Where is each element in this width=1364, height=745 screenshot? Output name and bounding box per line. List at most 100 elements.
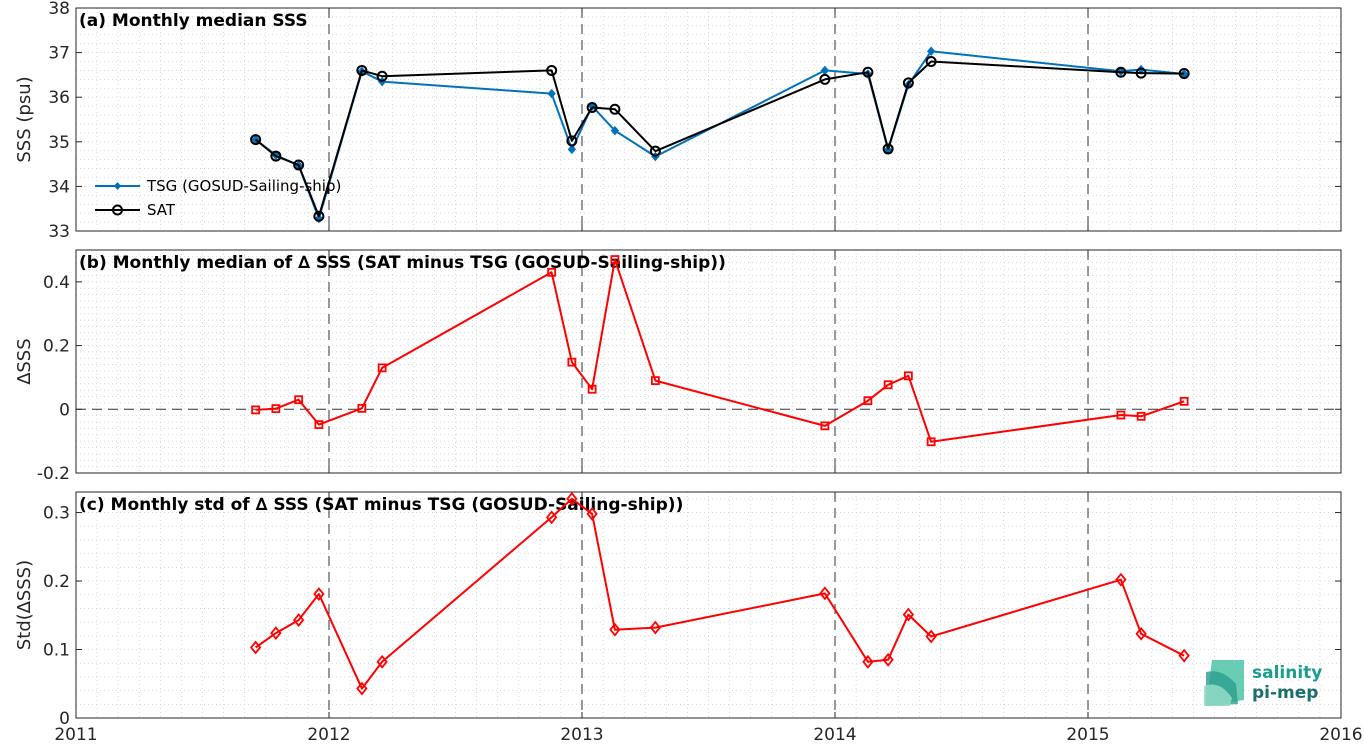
data-point <box>567 357 577 367</box>
axes-box <box>75 491 1342 719</box>
data-point <box>819 73 831 85</box>
data-point <box>1115 66 1127 78</box>
series-line <box>249 491 1190 696</box>
y-tick-label: 0.1 <box>43 641 70 661</box>
y-tick-label: 35 <box>48 133 70 153</box>
series-line <box>255 497 1185 690</box>
x-tick-label: 2014 <box>813 725 856 745</box>
data-point <box>820 65 830 76</box>
data-point <box>650 376 660 386</box>
y-tick-label: 0 <box>59 400 70 420</box>
data-point <box>377 363 387 373</box>
data-point <box>1178 68 1190 80</box>
axes-box <box>75 7 1342 232</box>
panel-title: (a) Monthly median SSS <box>79 11 308 31</box>
y-tick-label: 34 <box>48 177 70 197</box>
data-point <box>882 652 894 667</box>
x-tick-label: 2016 <box>1319 725 1362 745</box>
y-tick-label: -0.2 <box>37 464 70 484</box>
data-point <box>902 607 915 622</box>
data-point <box>862 654 874 669</box>
data-point <box>1179 396 1189 406</box>
y-axis-label: SSS (psu) <box>14 76 35 162</box>
y-axis-label: Std(∆SSS) <box>14 560 35 650</box>
data-point <box>610 255 620 264</box>
data-point <box>587 384 597 394</box>
legend-label: SAT <box>147 201 176 219</box>
data-point <box>566 491 578 506</box>
data-point <box>270 626 282 641</box>
salinity-pi-mep-logo: salinity pi-mep <box>1204 660 1322 706</box>
legend: TSG (GOSUD-Sailing-ship) SAT <box>95 177 341 219</box>
data-point <box>926 437 936 447</box>
data-point <box>586 506 598 521</box>
data-point <box>356 681 368 696</box>
data-point <box>314 420 324 429</box>
data-point <box>586 101 598 113</box>
data-point <box>251 405 261 415</box>
data-point <box>356 64 368 76</box>
logo-wave-icon <box>1204 660 1244 706</box>
x-tick-label: 2015 <box>1066 725 1109 745</box>
data-point <box>567 144 577 155</box>
legend-label: TSG (GOSUD-Sailing-ship) <box>146 177 341 195</box>
y-tick-label: 38 <box>48 0 70 19</box>
legend-marker <box>112 204 123 216</box>
data-point <box>270 150 282 162</box>
data-point <box>862 66 874 78</box>
y-tick-label: 0.2 <box>43 337 70 357</box>
logo-line2: pi-mep <box>1252 683 1318 703</box>
panel-a: 33 34 35 36 37 38 SSS (psu) (a) Monthly median … <box>14 0 1342 242</box>
data-point <box>609 622 621 637</box>
series-line <box>251 255 1189 447</box>
logo-line1: salinity <box>1252 663 1322 683</box>
data-point <box>547 267 557 277</box>
data-point <box>545 510 558 525</box>
x-tick-label: 2013 <box>560 725 603 745</box>
data-point <box>926 46 936 57</box>
y-tick-label: 33 <box>48 222 70 242</box>
data-point <box>863 396 873 406</box>
data-point <box>649 145 661 157</box>
data-point <box>566 135 578 147</box>
legend-marker <box>114 182 121 190</box>
data-point <box>357 403 367 413</box>
data-point <box>1136 411 1146 421</box>
data-point <box>609 103 621 115</box>
panel-c: 0 0.1 0.2 0.3 2011 2012 2013 2014 2015 2016 Std(∆S… <box>14 491 1363 745</box>
data-point <box>610 125 620 136</box>
series-line <box>254 60 1185 218</box>
series-line <box>255 258 1185 443</box>
data-point <box>294 395 304 405</box>
data-point <box>546 64 558 76</box>
y-tick-label: 36 <box>48 88 70 108</box>
data-point <box>292 613 305 627</box>
panel-b: -0.2 0 0.2 0.4 ∆SSS (b) Monthly median of ∆ S… <box>14 249 1342 484</box>
panel-title: (b) Monthly median of ∆ SSS (SAT minus T… <box>79 253 726 273</box>
y-tick-label: 0 <box>59 709 70 729</box>
data-point <box>313 587 325 601</box>
data-point <box>925 629 937 644</box>
data-point <box>376 654 388 669</box>
axes-box <box>75 249 1342 474</box>
y-tick-label: 0.4 <box>43 273 70 293</box>
data-point <box>1115 572 1127 587</box>
data-point <box>1135 67 1147 79</box>
x-tick-label: 2012 <box>307 725 350 745</box>
data-point <box>819 586 831 601</box>
data-point <box>649 620 662 635</box>
x-tick-label: 2011 <box>54 725 97 745</box>
data-point <box>249 640 262 655</box>
data-point <box>313 210 325 222</box>
data-point <box>547 88 556 99</box>
y-tick-label: 0.3 <box>43 504 70 524</box>
data-point <box>250 134 262 146</box>
data-point <box>925 56 937 68</box>
series-sat <box>250 56 1190 222</box>
y-tick-label: 37 <box>48 44 70 64</box>
data-point <box>1135 626 1147 641</box>
data-point <box>1116 410 1126 420</box>
data-point <box>882 143 894 155</box>
data-point <box>903 371 913 381</box>
